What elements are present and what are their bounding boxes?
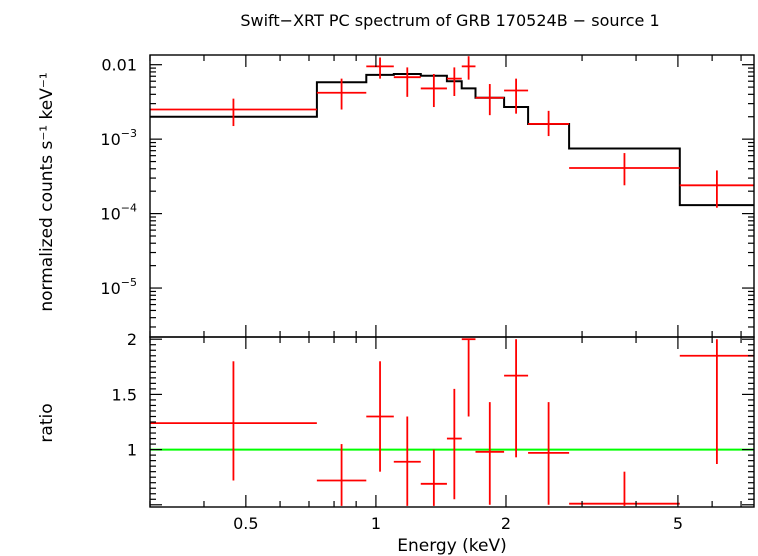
spectrum-y-tick-labels: 0.01 10−3 10−4 10−5 [100, 56, 137, 298]
spectrum-y-tick-label: 10−5 [100, 276, 137, 298]
ratio-point-7 [461, 338, 476, 417]
ratio-y-tick-label: 2 [127, 330, 137, 349]
spectrum-point-10 [528, 110, 570, 137]
spectrum-axis-ticks [149, 55, 754, 337]
ratio-point-12 [679, 339, 754, 464]
spectrum-y-tick-label: 10−4 [100, 202, 137, 224]
spectrum-point-4 [393, 67, 421, 97]
x-axis-label: Energy (keV) [397, 536, 507, 556]
x-tick-label: 2 [501, 514, 511, 533]
ratio-y-axis-label: ratio [37, 403, 57, 442]
spectrum-point-5 [420, 74, 447, 108]
ratio-point-2 [316, 444, 367, 506]
model-step-line [150, 73, 754, 207]
model-curve [150, 73, 754, 207]
ratio-point-3 [366, 361, 394, 472]
spectrum-point-3 [366, 57, 394, 79]
x-tick-labels: 0.5 1 2 5 [233, 514, 683, 533]
ratio-point-9 [504, 339, 529, 458]
ratio-data-points [150, 338, 754, 506]
ratio-frame [149, 336, 755, 508]
ratio-axis-ticks [149, 337, 754, 507]
spectrum-point-8 [475, 84, 505, 116]
x-tick-label: 5 [673, 514, 683, 533]
spectrum-point-6 [446, 67, 462, 96]
x-tick-label: 1 [371, 514, 381, 533]
ratio-panel: 11.52 [112, 330, 755, 508]
spectrum-point-7 [461, 56, 476, 80]
spectrum-point-2 [316, 78, 367, 110]
spectrum-point-11 [569, 153, 680, 186]
spectrum-panel: 0.01 10−3 10−4 10−5 [100, 54, 755, 338]
ratio-point-4 [393, 416, 421, 506]
spectrum-y-tick-label: 0.01 [101, 56, 137, 75]
spectrum-point-12 [679, 170, 754, 208]
spectrum-point-1 [150, 98, 317, 127]
chart-title: Swift−XRT PC spectrum of GRB 170524B − s… [240, 11, 659, 30]
spectrum-frame [149, 54, 755, 338]
ratio-y-tick-labels: 11.52 [112, 330, 137, 459]
ratio-point-1 [150, 361, 317, 481]
spectrum-y-tick-label: 10−3 [100, 127, 137, 149]
ratio-y-tick-label: 1.5 [112, 385, 137, 404]
spectrum-y-axis-label: normalized counts s⁻¹ keV⁻¹ [37, 72, 57, 311]
spectrum-point-9 [504, 78, 529, 114]
ratio-point-8 [475, 402, 505, 505]
ratio-point-6 [446, 388, 462, 500]
spectrum-data-points [150, 56, 754, 208]
ratio-point-5 [420, 449, 447, 506]
ratio-y-tick-label: 1 [127, 441, 137, 460]
x-tick-label: 0.5 [233, 514, 258, 533]
ratio-point-10 [528, 402, 570, 505]
ratio-point-11 [569, 471, 680, 506]
